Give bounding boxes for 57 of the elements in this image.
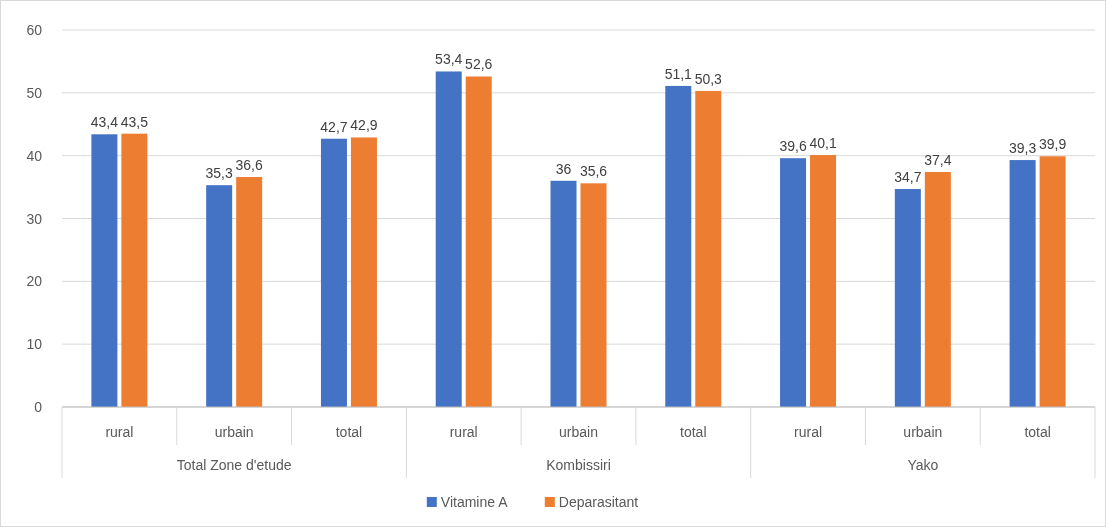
bar [91, 134, 118, 407]
data-label: 43,4 [90, 114, 119, 131]
x-tick-label: rural [105, 424, 134, 440]
bar [665, 85, 692, 407]
bar [580, 183, 607, 407]
y-tick-label: 40 [26, 147, 43, 164]
text: Yako [907, 457, 939, 473]
x-tick-label: total [1024, 424, 1051, 440]
bar [550, 180, 577, 407]
data-label: 35,3 [205, 165, 233, 182]
x-tick-label: rural [794, 424, 823, 440]
legend-label: Deparasitant [558, 494, 639, 510]
y-tick-label: 50 [26, 84, 43, 101]
data-label: 34,7 [894, 168, 922, 185]
x-tick-label: total [680, 424, 707, 440]
bar [810, 155, 837, 407]
x-tick-label: urbain [903, 424, 943, 440]
bar [236, 177, 263, 407]
y-tick-label: 60 [26, 22, 43, 38]
bar [206, 185, 233, 407]
bar [695, 90, 722, 407]
bar [350, 137, 377, 407]
data-label: 36 [555, 160, 572, 177]
x-tick-label: rural [449, 424, 478, 440]
text: Kombissiri [546, 457, 611, 473]
x-tick-label: total [335, 424, 363, 440]
data-label: 39,9 [1038, 136, 1067, 153]
data-label: 42,9 [350, 117, 378, 134]
bar [435, 71, 462, 407]
y-tick-label: 30 [26, 210, 43, 227]
data-label: 42,7 [320, 118, 348, 135]
y-tick-label: 10 [26, 336, 43, 353]
data-label: 35,6 [579, 163, 608, 180]
bar [780, 158, 807, 407]
data-label: 39,6 [779, 138, 807, 155]
legend-label: Vitamine A [440, 494, 509, 510]
data-label: 39,3 [1008, 140, 1037, 157]
bar [924, 172, 951, 407]
y-tick-label: 20 [26, 273, 43, 290]
bar [1039, 156, 1066, 407]
bar [465, 76, 492, 407]
x-tick-label: urbain [214, 424, 254, 440]
data-label: 43,5 [120, 113, 149, 130]
data-label: 37,4 [924, 152, 952, 168]
data-label: 36,6 [235, 157, 263, 174]
data-label: 50,3 [694, 70, 723, 87]
data-label: 40,1 [809, 135, 837, 152]
bar [1009, 160, 1036, 407]
bar [121, 133, 148, 407]
text: Total Zone d'etude [176, 457, 292, 473]
bar [320, 138, 347, 407]
bar [894, 188, 921, 407]
y-tick-label: 0 [34, 399, 43, 415]
x-tick-label: urbain [559, 424, 598, 440]
data-label: 52,6 [465, 56, 493, 73]
data-label: 51,1 [664, 65, 693, 82]
data-label: 53,4 [435, 51, 463, 68]
